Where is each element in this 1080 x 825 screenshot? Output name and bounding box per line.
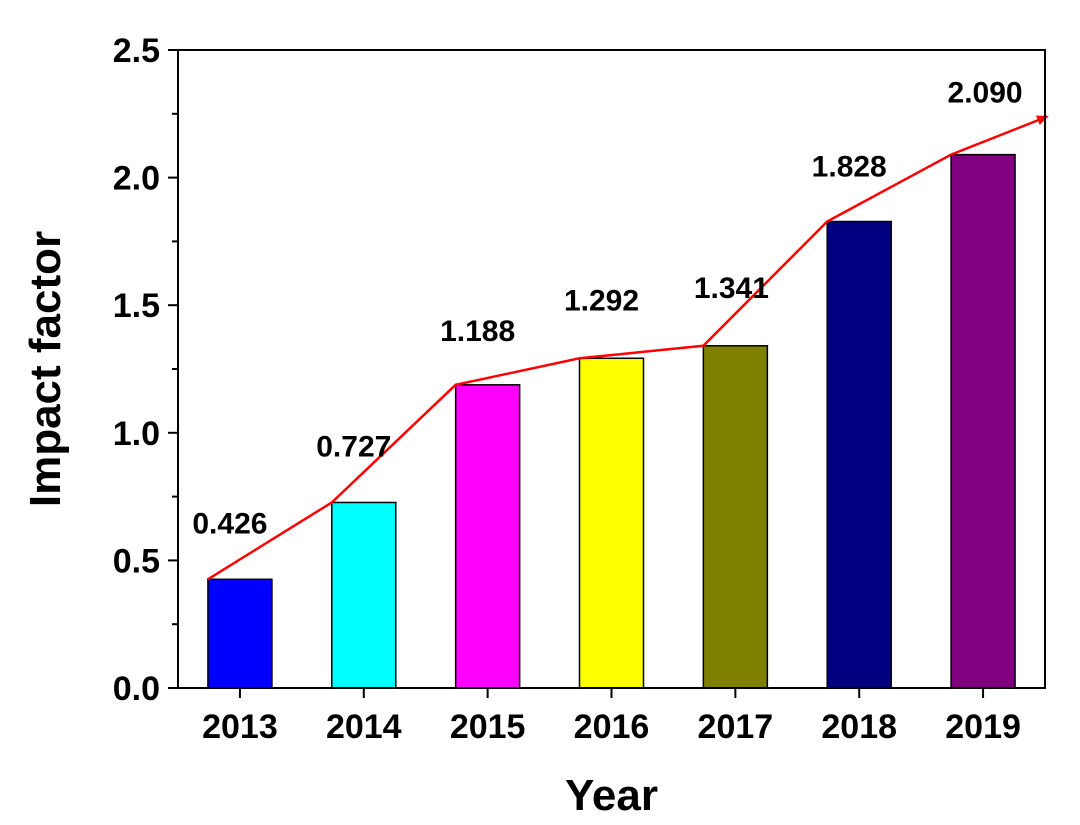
bar-2018 <box>826 220 892 689</box>
bar-2016 <box>578 357 645 689</box>
x-axis-title: Year <box>565 771 658 820</box>
data-label-2018: 1.828 <box>812 150 887 183</box>
x-tick-label: 2014 <box>326 708 402 746</box>
x-tick-label: 2015 <box>450 708 526 746</box>
y-tick-label: 1.5 <box>113 287 160 325</box>
data-label-2017: 1.341 <box>694 272 769 305</box>
x-tick-label: 2017 <box>698 708 774 746</box>
bar-2019 <box>950 153 1016 689</box>
y-tick-label: 1.0 <box>113 415 160 453</box>
axes-layer <box>168 49 1046 698</box>
bar-2014 <box>331 501 397 689</box>
data-label-2013: 0.426 <box>192 507 267 540</box>
trend-layer <box>207 115 1049 581</box>
bars-layer <box>207 153 1016 689</box>
x-tick-label: 2018 <box>821 708 897 746</box>
y-tick-label: 2.5 <box>113 32 160 70</box>
bar-2017 <box>702 345 769 689</box>
x-tick-label: 2016 <box>574 708 650 746</box>
bar-2013 <box>207 578 273 689</box>
x-tick-label: 2019 <box>945 708 1021 746</box>
labels-layer: 0.0 0.5 1.0 1.5 2.0 2.5 2013 2014 2015 2016 2017 20… <box>113 32 1023 746</box>
bar-2015 <box>454 384 521 689</box>
data-label-2019: 2.090 <box>948 77 1023 110</box>
y-axis-title: Impact factor <box>21 231 70 507</box>
data-label-2015: 1.188 <box>440 315 515 348</box>
y-tick-label: 2.0 <box>113 160 160 198</box>
data-label-2016: 1.292 <box>564 284 639 317</box>
trend-line <box>207 115 1049 581</box>
y-tick-label: 0.0 <box>113 670 160 708</box>
y-tick-label: 0.5 <box>113 542 160 580</box>
data-label-2014: 0.727 <box>316 430 391 463</box>
x-tick-label: 2013 <box>202 708 278 746</box>
